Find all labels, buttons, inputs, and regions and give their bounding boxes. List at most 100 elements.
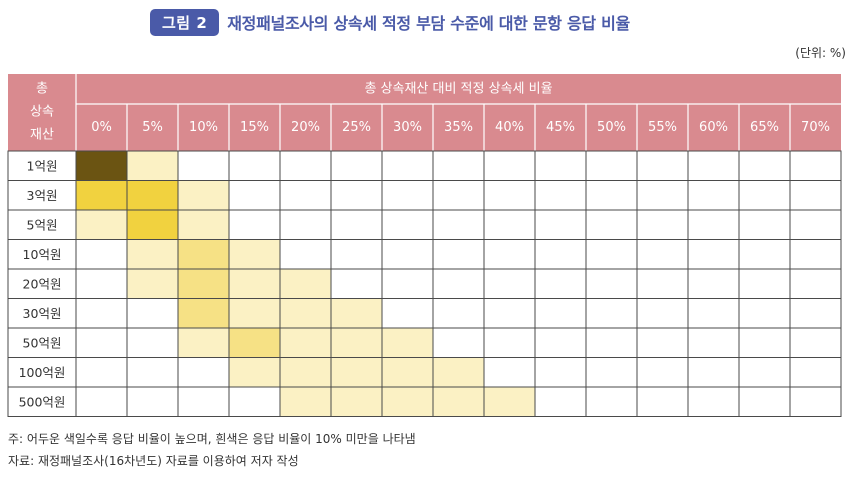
heatmap-cell xyxy=(738,180,791,211)
heatmap-cell xyxy=(177,357,230,388)
heatmap-cell xyxy=(636,327,689,358)
heatmap-cell xyxy=(126,209,179,240)
heatmap-cell xyxy=(585,239,638,270)
heatmap-cell xyxy=(636,239,689,270)
heatmap-cell xyxy=(126,180,179,211)
heatmap-cell xyxy=(687,386,740,417)
heatmap-cell xyxy=(75,239,128,270)
heatmap-cell xyxy=(483,239,536,270)
heatmap-cell xyxy=(330,357,383,388)
y-tick-label: 10억원 xyxy=(23,247,62,262)
heatmap-cell xyxy=(534,150,587,181)
x-tick-label: 55% xyxy=(648,120,677,135)
heatmap-cell xyxy=(483,327,536,358)
figure-title-row: 그림 2 재정패널조사의 상속세 적정 부담 수준에 대한 문항 응답 비율 xyxy=(150,8,630,36)
heatmap-cell xyxy=(432,180,485,211)
heatmap-cell xyxy=(636,357,689,388)
heatmap-cell xyxy=(75,150,128,181)
heatmap-cell xyxy=(789,386,842,417)
heatmap-cell xyxy=(381,239,434,270)
heatmap-cell xyxy=(738,327,791,358)
heatmap-cell xyxy=(636,386,689,417)
x-tick-label: 50% xyxy=(597,120,626,135)
heatmap-cell xyxy=(75,268,128,299)
heatmap-cell xyxy=(636,150,689,181)
heatmap-cell xyxy=(687,150,740,181)
x-tick-label: 5% xyxy=(142,120,163,135)
note-text: 주: 어두운 색일수록 응답 비율이 높으며, 흰색은 응답 비율이 10% 미… xyxy=(8,432,416,446)
x-tick-label: 10% xyxy=(189,120,218,135)
heatmap-cell xyxy=(534,327,587,358)
row-label-cell xyxy=(7,268,77,299)
heatmap-cell xyxy=(738,298,791,329)
heatmap-cell xyxy=(789,268,842,299)
y-tick-label: 5억원 xyxy=(27,217,58,232)
heatmap-cell xyxy=(789,327,842,358)
row-label-cell xyxy=(7,327,77,358)
heatmap-cell xyxy=(636,268,689,299)
heatmap-cell xyxy=(228,209,281,240)
heatmap-cell xyxy=(75,209,128,240)
heatmap-cell xyxy=(738,268,791,299)
heatmap-cell xyxy=(432,357,485,388)
heatmap-cell xyxy=(381,150,434,181)
heatmap-cell xyxy=(279,180,332,211)
row-header-label: 상속 xyxy=(30,105,54,120)
heatmap-cell xyxy=(585,298,638,329)
heatmap-cell xyxy=(789,209,842,240)
heatmap-cell xyxy=(432,327,485,358)
heatmap-cell xyxy=(483,386,536,417)
heatmap-cell xyxy=(381,268,434,299)
y-tick-label: 50억원 xyxy=(23,335,62,350)
heatmap-cell xyxy=(279,327,332,358)
heatmap-cell xyxy=(330,180,383,211)
heatmap-cell xyxy=(228,386,281,417)
heatmap-cell xyxy=(330,150,383,181)
heatmap-cell xyxy=(789,357,842,388)
y-tick-label: 1억원 xyxy=(27,158,58,173)
heatmap-cell xyxy=(75,180,128,211)
column-group-label: 총 상속재산 대비 적정 상속세 비율 xyxy=(364,82,552,97)
heatmap-cell xyxy=(279,209,332,240)
x-tick-label: 35% xyxy=(444,120,473,135)
heatmap-cell xyxy=(534,180,587,211)
heatmap-cell xyxy=(330,268,383,299)
heatmap-cell xyxy=(738,150,791,181)
heatmap-cell xyxy=(687,298,740,329)
heatmap-cell xyxy=(279,357,332,388)
heatmap-cell xyxy=(483,150,536,181)
heatmap-cell xyxy=(279,150,332,181)
heatmap-cell xyxy=(75,298,128,329)
heatmap-cell xyxy=(432,209,485,240)
heatmap-cell xyxy=(483,357,536,388)
heatmap-cell xyxy=(126,268,179,299)
heatmap-cell xyxy=(177,298,230,329)
figure-title: 재정패널조사의 상속세 적정 부담 수준에 대한 문항 응답 비율 xyxy=(227,14,630,33)
heatmap-cell xyxy=(534,357,587,388)
heatmap-cell xyxy=(126,357,179,388)
heatmap-cell xyxy=(228,298,281,329)
x-tick-label: 15% xyxy=(240,120,269,135)
heatmap-cell xyxy=(228,268,281,299)
heatmap-cell xyxy=(687,357,740,388)
heatmap-cell xyxy=(228,327,281,358)
heatmap-cell xyxy=(381,386,434,417)
heatmap-cell xyxy=(789,239,842,270)
heatmap-cell xyxy=(330,298,383,329)
x-tick-label: 65% xyxy=(750,120,779,135)
heatmap-cell xyxy=(381,357,434,388)
x-tick-label: 70% xyxy=(801,120,830,135)
row-label-cell xyxy=(7,239,77,270)
heatmap-cell xyxy=(381,298,434,329)
heatmap-cell xyxy=(585,386,638,417)
y-tick-label: 100억원 xyxy=(19,365,66,380)
heatmap-cell xyxy=(687,209,740,240)
heatmap-cell xyxy=(177,180,230,211)
row-header-label: 총 xyxy=(36,82,48,97)
heatmap-cell xyxy=(177,150,230,181)
y-tick-label: 500억원 xyxy=(19,394,66,409)
x-tick-label: 25% xyxy=(342,120,371,135)
row-header-label: 재산 xyxy=(30,128,54,143)
y-tick-label: 20억원 xyxy=(23,276,62,291)
